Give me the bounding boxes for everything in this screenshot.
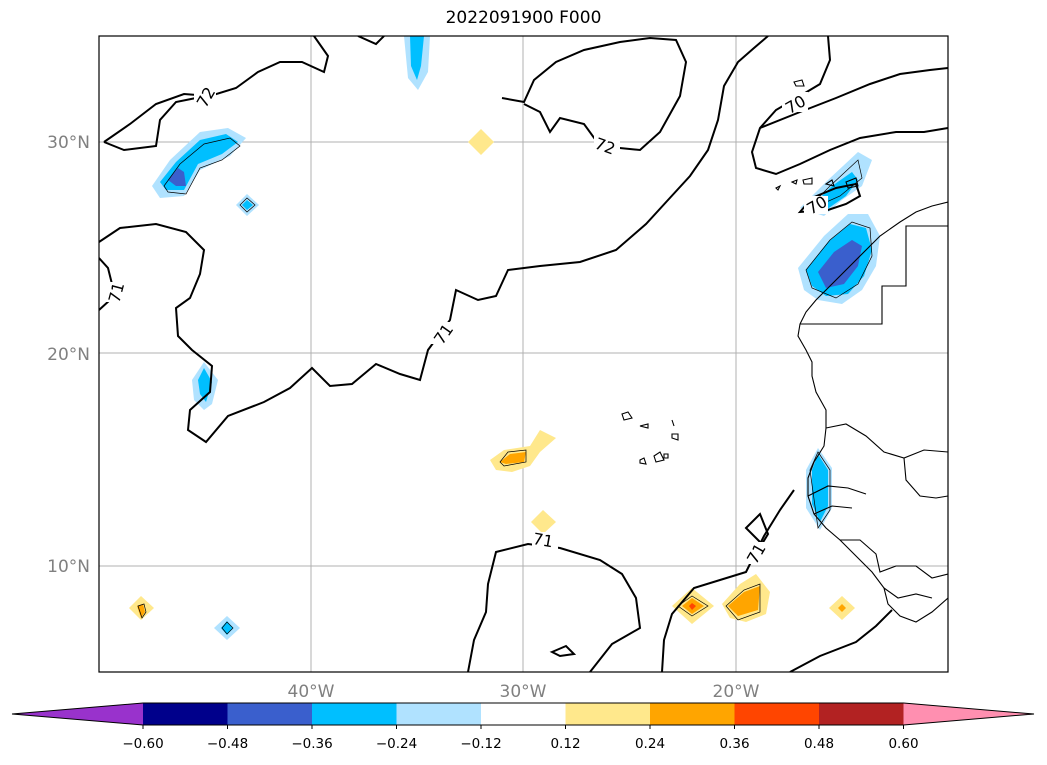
- anomaly-outlines: [137, 137, 873, 635]
- africa-border-7: [903, 457, 948, 499]
- contour-72-top: [357, 36, 385, 46]
- africa-border-5: [840, 539, 948, 579]
- contour-70-ne: [750, 36, 948, 176]
- colorbar-tick-label: 0.36: [719, 736, 749, 752]
- colorbar-tick-label: −0.60: [122, 736, 163, 752]
- shade-blob-nw-dark: [168, 168, 186, 186]
- contour-71-south-2: [661, 489, 795, 672]
- colorbar-tick-label: 0.48: [804, 736, 834, 752]
- contour-72-nw-loop: [103, 97, 197, 152]
- contour-71-small: [549, 644, 577, 658]
- shade-blob-ne-dark: [818, 240, 862, 288]
- shade-streak-top-mid: [410, 36, 424, 80]
- colorbar-segment: [227, 703, 313, 725]
- shade-diamond-27n-core: [242, 200, 253, 210]
- lat-label-20n: 20°N: [47, 345, 90, 365]
- africa-border-1: [800, 225, 948, 325]
- shade-pos-8n-c-core: [838, 604, 846, 612]
- colorbar-segment: [396, 703, 482, 725]
- colorbar-segment: [312, 703, 397, 725]
- africa-coast: [797, 201, 948, 623]
- gridlines: [99, 36, 948, 672]
- shade-streak-13n-mid: [812, 454, 828, 522]
- contour-71-se: [789, 609, 893, 672]
- shade-pos-30n: [468, 129, 494, 155]
- contour-71-main: [99, 36, 769, 444]
- map-frame: [98, 35, 949, 673]
- lat-label-10n: 10°N: [47, 557, 90, 577]
- shade-pos-12n: [531, 510, 556, 534]
- colorbar-tick-label: −0.24: [376, 736, 417, 752]
- contours: [99, 36, 948, 672]
- positive-anomaly-shading: [129, 129, 855, 624]
- shade-pos-8n-w-core: [137, 604, 145, 618]
- colorbar-segment: [734, 703, 820, 725]
- shade-diamond-7n-core: [221, 621, 233, 635]
- colorbar-tick-label: 0.60: [888, 736, 918, 752]
- colorbar-extend-high: [903, 703, 1034, 725]
- shade-pos-15n-mid: [500, 452, 526, 464]
- lon-label-40w: 40°W: [288, 682, 335, 702]
- colorbar-tick-label: −0.36: [291, 736, 332, 752]
- colorbar-segment: [819, 703, 904, 725]
- colorbar-extend-low: [12, 703, 143, 725]
- africa-border-2: [825, 423, 948, 459]
- contour-label: 71: [531, 529, 554, 551]
- lon-tick-labels: 40°W 30°W 20°W: [288, 682, 760, 702]
- lat-tick-labels: 30°N 20°N 10°N: [47, 133, 90, 577]
- colorbar-segment: [565, 703, 651, 725]
- contour-72-nw: [103, 36, 330, 143]
- africa-border-6: [883, 587, 933, 599]
- shade-pos-8n-a-core: [689, 603, 696, 610]
- colorbar-tick-label: −0.12: [460, 736, 501, 752]
- colorbar-segment: [143, 703, 228, 725]
- contour-72-mid: [501, 36, 688, 152]
- contour-71-south: [467, 542, 642, 672]
- colorbar-tick-label: −0.48: [207, 736, 248, 752]
- lon-label-20w: 20°W: [713, 682, 760, 702]
- africa-border-3: [807, 485, 867, 497]
- colorbar-segment: [481, 703, 566, 725]
- colorbar-segment: [650, 703, 735, 725]
- lon-label-30w: 30°W: [500, 682, 547, 702]
- contour-71-triangle: [744, 512, 770, 546]
- contour-label: 71: [105, 280, 129, 305]
- map-title: 2022091900 F000: [445, 8, 602, 28]
- africa-border-4: [813, 505, 853, 515]
- lat-label-30n: 30°N: [47, 133, 90, 153]
- colorbar-tick-label: 0.24: [635, 736, 665, 752]
- colorbar: −0.60 −0.48 −0.36 −0.24 −0.12 0.12 0.24 0.36 0.4…: [11, 702, 1035, 752]
- colorbar-tick-label: 0.12: [550, 736, 580, 752]
- contour-label-group: 72 71 72 70 70 71 71 71: [104, 84, 830, 567]
- shade-pos-8n-b-mid: [728, 586, 760, 616]
- coastlines: [621, 79, 948, 623]
